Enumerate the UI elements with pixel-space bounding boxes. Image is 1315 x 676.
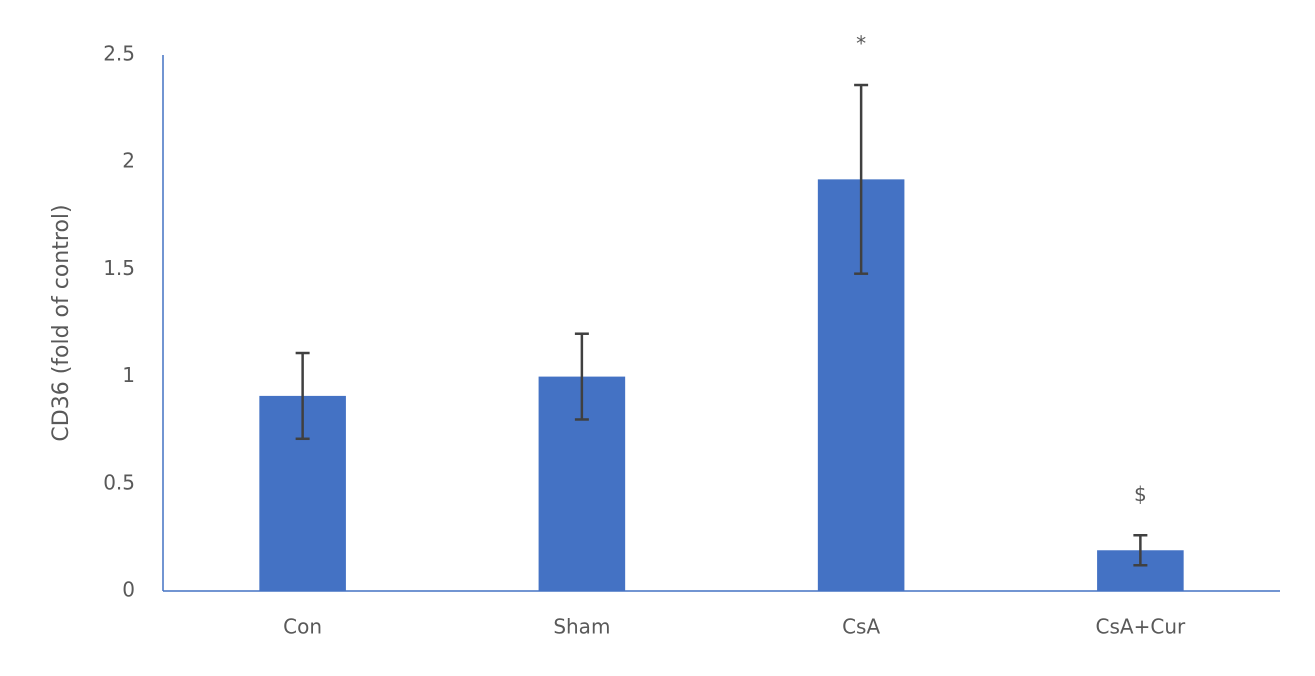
error-bar [854, 83, 869, 275]
error-bar [574, 332, 589, 421]
y-tick-label: 1 [122, 363, 135, 387]
y-tick-label: 1.5 [103, 256, 135, 280]
x-tick-label: Con [283, 615, 322, 639]
annotation: * [856, 32, 866, 56]
y-tick-label: 2 [122, 149, 135, 173]
y-axis-label: CD36 (fold of control) [49, 204, 74, 441]
error-bar [1133, 534, 1148, 567]
y-tick-label: 0.5 [103, 470, 135, 494]
y-tick-label: 0 [122, 578, 135, 602]
annotation: $ [1134, 482, 1147, 506]
error-bar [295, 351, 310, 441]
x-tick-label: CsA [842, 615, 880, 639]
x-tick-label: CsA+Cur [1096, 615, 1186, 639]
y-tick-label: 2.5 [103, 42, 135, 66]
x-tick-label: Sham [553, 615, 610, 639]
